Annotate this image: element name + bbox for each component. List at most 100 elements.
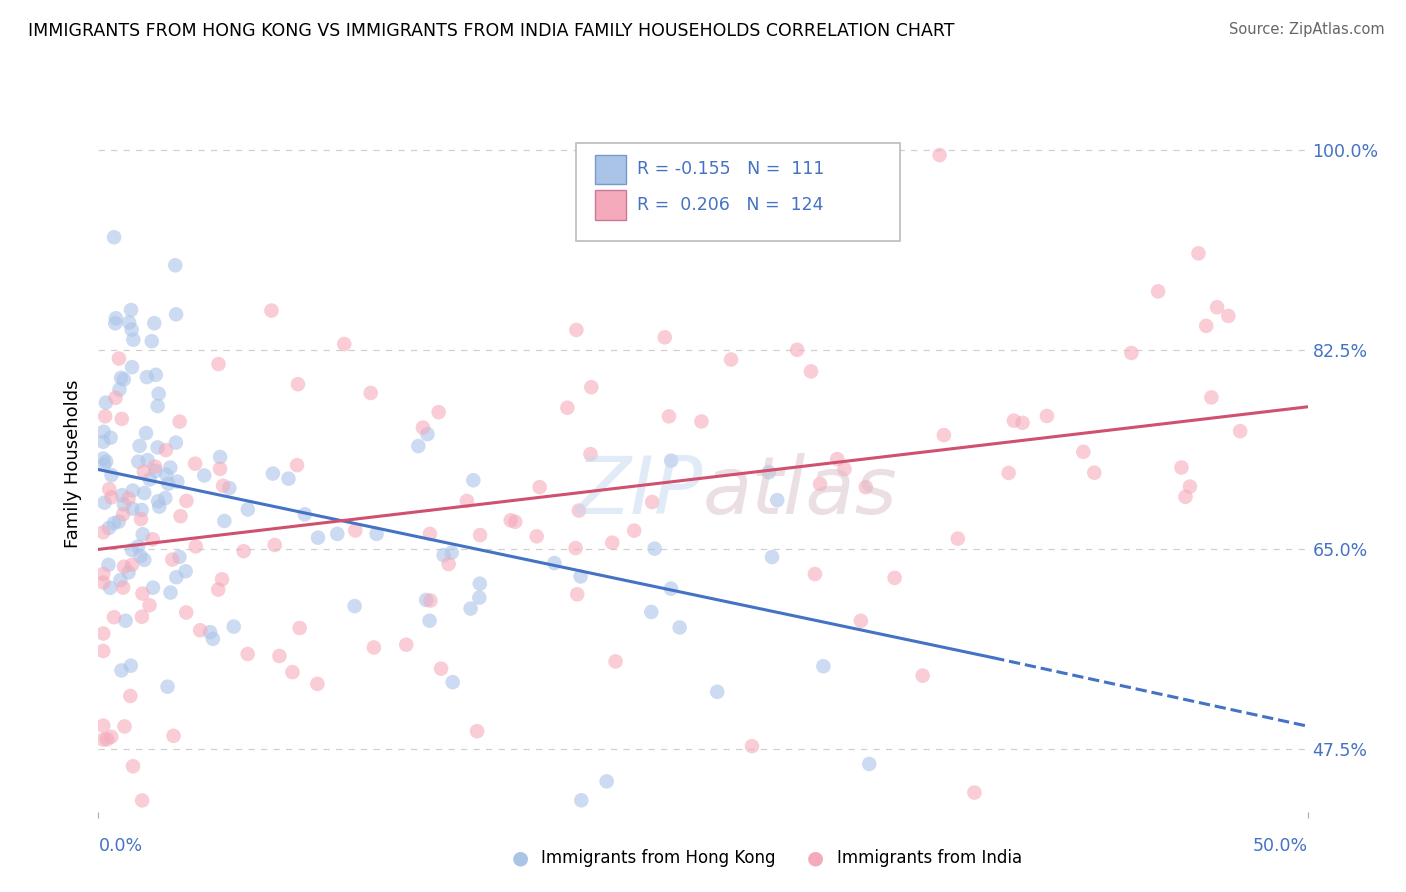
Point	[503, 515, 526, 529]
Point	[741, 739, 763, 754]
Point	[122, 759, 145, 773]
Point	[644, 541, 666, 556]
Point	[468, 528, 491, 542]
Point	[640, 605, 662, 619]
Point	[468, 576, 491, 591]
Point	[94, 409, 117, 424]
Point	[307, 531, 329, 545]
Point	[93, 425, 115, 439]
Point	[1011, 416, 1033, 430]
Point	[1206, 300, 1229, 314]
Point	[427, 405, 450, 419]
Point	[139, 472, 162, 486]
Point	[668, 620, 690, 634]
Point	[262, 467, 284, 481]
Point	[100, 468, 122, 483]
Point	[91, 718, 114, 732]
Point	[165, 307, 187, 321]
Point	[786, 343, 808, 357]
Point	[155, 443, 177, 458]
Point	[565, 323, 588, 337]
Point	[468, 591, 491, 605]
Point	[236, 647, 259, 661]
Point	[834, 462, 856, 476]
Point	[96, 732, 118, 747]
Point	[100, 490, 122, 504]
Point	[114, 719, 136, 733]
Point	[567, 587, 589, 601]
Point	[437, 557, 460, 571]
Text: R = -0.155   N =  111: R = -0.155 N = 111	[637, 161, 824, 178]
Point	[581, 380, 603, 394]
Point	[997, 466, 1019, 480]
Point	[1002, 414, 1025, 428]
Point	[1174, 490, 1197, 504]
Point	[159, 460, 181, 475]
Point	[440, 546, 463, 560]
Point	[131, 793, 153, 807]
Point	[97, 558, 120, 572]
Point	[408, 439, 430, 453]
Point	[111, 412, 134, 426]
Text: atlas: atlas	[703, 452, 898, 531]
Point	[928, 148, 950, 162]
Point	[1071, 445, 1094, 459]
Point	[91, 644, 114, 658]
Point	[128, 439, 150, 453]
Point	[277, 472, 299, 486]
Point	[858, 756, 880, 771]
Point	[142, 581, 165, 595]
Point	[813, 659, 835, 673]
Point	[281, 665, 304, 679]
Point	[212, 479, 235, 493]
Point	[136, 453, 159, 467]
Point	[100, 730, 122, 744]
Point	[143, 316, 166, 330]
Point	[366, 527, 388, 541]
Point	[110, 573, 132, 587]
Point	[218, 481, 240, 495]
Point	[118, 315, 141, 329]
Point	[720, 352, 742, 367]
Text: ●: ●	[807, 848, 824, 868]
Point	[141, 334, 163, 349]
Point	[107, 515, 129, 529]
Point	[298, 871, 321, 886]
Point	[288, 621, 311, 635]
Point	[804, 567, 827, 582]
Text: Immigrants from India: Immigrants from India	[837, 849, 1022, 867]
Point	[114, 614, 136, 628]
Point	[855, 480, 877, 494]
Point	[91, 626, 114, 640]
Point	[132, 465, 155, 479]
Point	[112, 559, 135, 574]
Point	[93, 496, 115, 510]
Point	[165, 435, 187, 450]
Point	[433, 548, 456, 562]
Point	[120, 689, 142, 703]
Point	[146, 399, 169, 413]
Point	[207, 357, 229, 371]
Point	[108, 383, 131, 397]
Point	[654, 330, 676, 344]
Point	[236, 502, 259, 516]
Point	[131, 609, 153, 624]
Point	[260, 303, 283, 318]
Point	[761, 549, 783, 564]
Point	[529, 480, 551, 494]
Point	[766, 493, 789, 508]
Point	[155, 467, 177, 482]
Point	[103, 610, 125, 624]
Point	[543, 556, 565, 570]
Point	[112, 507, 135, 521]
Point	[131, 503, 153, 517]
Point	[1170, 460, 1192, 475]
Point	[343, 599, 366, 614]
Point	[623, 524, 645, 538]
Point	[1201, 391, 1223, 405]
Point	[117, 566, 139, 580]
Point	[162, 552, 184, 566]
Point	[207, 582, 229, 597]
Point	[412, 420, 434, 434]
Point	[121, 501, 143, 516]
